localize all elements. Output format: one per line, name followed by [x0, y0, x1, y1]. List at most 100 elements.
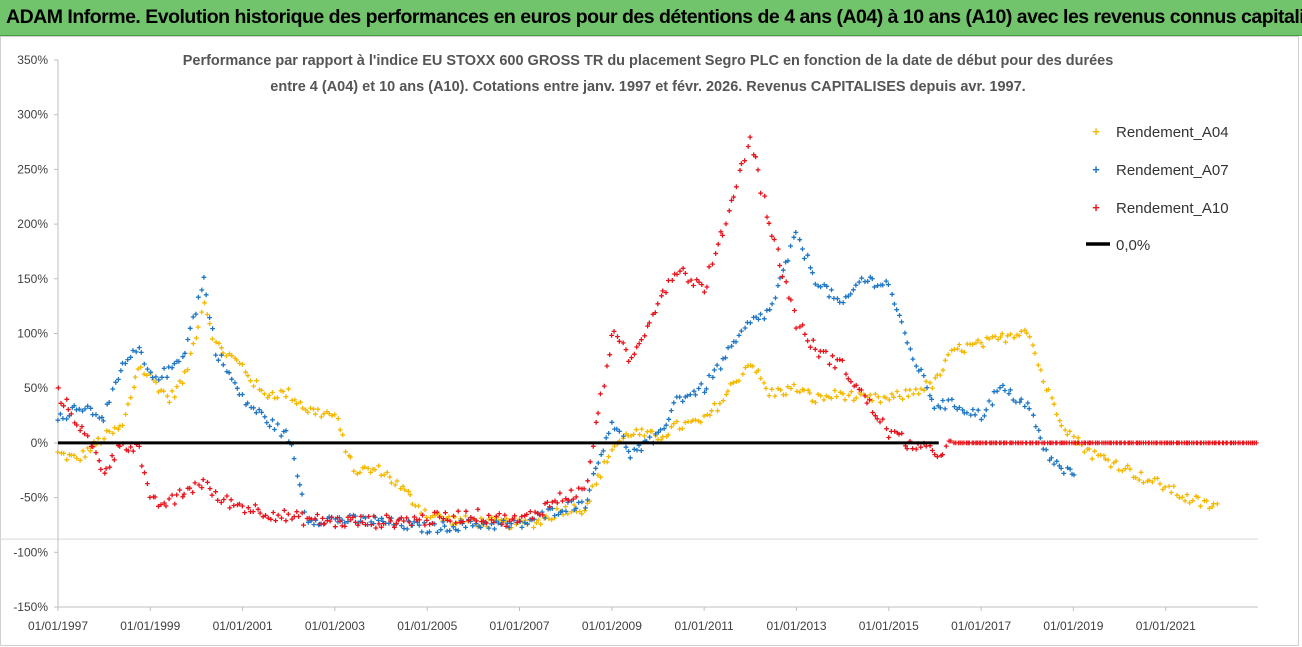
data-point [416, 522, 422, 528]
data-point [376, 463, 382, 469]
data-point [780, 267, 786, 273]
data-point [1054, 458, 1060, 464]
data-point [386, 521, 392, 526]
data-point [1008, 331, 1013, 337]
data-point [365, 466, 371, 471]
data-point [1160, 487, 1166, 492]
data-point [742, 325, 748, 331]
data-point [865, 278, 871, 284]
data-point [180, 380, 185, 386]
data-point [745, 144, 751, 149]
data-point [141, 371, 147, 377]
data-point [737, 168, 743, 173]
data-point [800, 246, 805, 252]
data-point [368, 470, 373, 475]
data-point [437, 514, 442, 520]
data-point [616, 338, 622, 344]
data-point [455, 508, 461, 514]
data-point [908, 346, 913, 352]
data-point [250, 509, 256, 514]
data-point [371, 513, 377, 519]
data-point [679, 426, 685, 431]
data-point [281, 508, 287, 513]
data-point [353, 519, 358, 525]
data-point [77, 457, 83, 463]
data-point [992, 334, 998, 339]
data-point [780, 274, 785, 280]
data-point [463, 508, 469, 514]
data-point [345, 519, 351, 524]
data-point [151, 377, 156, 383]
data-point [1182, 498, 1188, 504]
data-point [102, 470, 108, 476]
data-point [58, 411, 63, 417]
data-point [259, 410, 264, 415]
data-point [202, 300, 207, 306]
data-point [743, 365, 748, 370]
data-point [674, 419, 680, 424]
data-point [904, 340, 910, 346]
data-point [595, 410, 601, 416]
data-point [534, 520, 539, 526]
data-point [1108, 464, 1114, 470]
data-point [816, 354, 822, 360]
data-point [422, 507, 428, 513]
data-point [245, 400, 250, 406]
data-point [1027, 334, 1032, 340]
data-point [142, 470, 147, 476]
data-point [169, 365, 175, 371]
data-point [402, 487, 408, 493]
data-point [718, 366, 724, 372]
data-point [949, 397, 955, 402]
data-point [221, 497, 227, 502]
data-point [748, 320, 753, 326]
data-point [706, 264, 712, 270]
data-point [93, 412, 99, 418]
data-point [894, 307, 900, 313]
data-point [688, 277, 694, 283]
data-point [824, 283, 830, 289]
data-point [395, 517, 401, 523]
data-point [139, 463, 145, 469]
data-point [589, 483, 595, 489]
data-point [587, 487, 592, 493]
data-point [921, 387, 927, 393]
data-point [255, 506, 261, 512]
data-point [769, 301, 775, 307]
data-point [77, 428, 83, 433]
data-point [802, 256, 807, 261]
data-point [808, 344, 813, 350]
data-point [1146, 478, 1152, 483]
data-point [718, 229, 724, 235]
series-Rendement_A10 [56, 134, 1259, 531]
data-point [699, 282, 705, 287]
data-point [1155, 476, 1160, 481]
data-point [970, 407, 976, 412]
data-point [392, 524, 397, 530]
x-tick-label: 01/01/2005 [397, 619, 457, 633]
data-point [962, 349, 967, 355]
data-point [775, 386, 781, 392]
data-point [859, 275, 864, 281]
data-point [637, 432, 642, 438]
data-point [474, 518, 479, 524]
data-point [547, 504, 552, 510]
data-point [64, 457, 70, 463]
data-point [253, 502, 258, 508]
data-point [118, 368, 124, 374]
data-point [931, 405, 937, 411]
data-point [337, 518, 343, 524]
data-point [109, 453, 115, 458]
data-point [880, 416, 886, 422]
data-point [921, 373, 927, 378]
data-point [1036, 428, 1042, 433]
data-point [517, 518, 522, 524]
y-tick-label: 50% [24, 381, 48, 395]
data-point [856, 279, 862, 285]
data-point [653, 431, 658, 437]
data-point [773, 295, 778, 301]
data-point [156, 503, 161, 509]
data-point [973, 340, 979, 346]
data-point [998, 334, 1003, 340]
data-point [1102, 456, 1108, 462]
